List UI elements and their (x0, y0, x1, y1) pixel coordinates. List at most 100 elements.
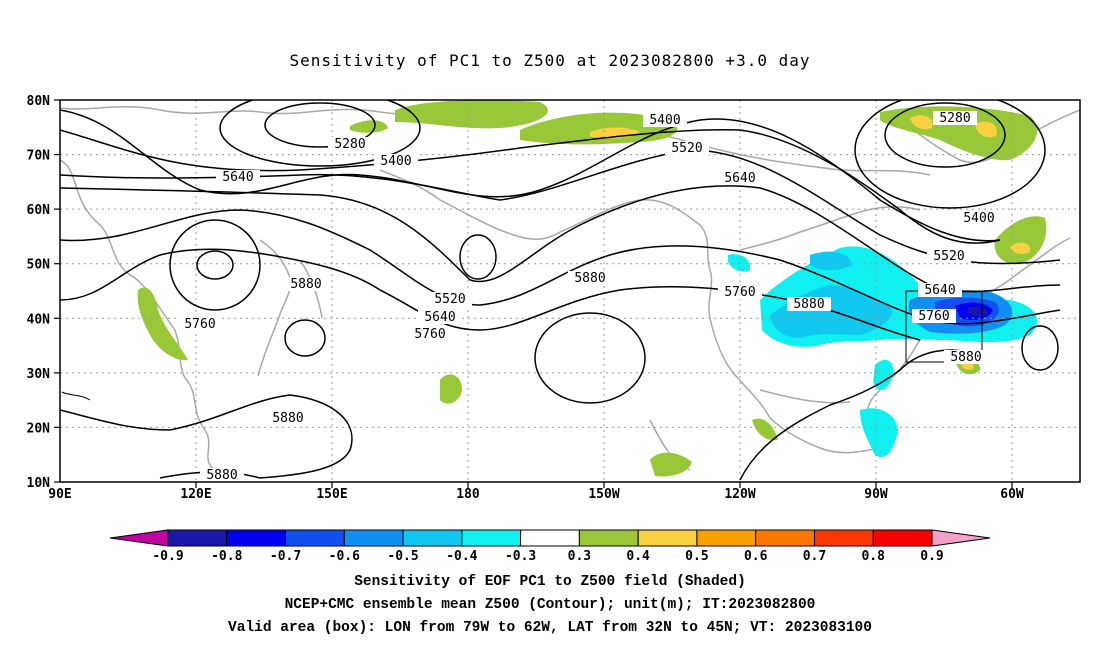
svg-text:5760: 5760 (414, 327, 445, 342)
caption-line-1: Sensitivity of EOF PC1 to Z500 field (Sh… (354, 574, 746, 590)
contour-label: 5640 (918, 283, 962, 298)
positive-area (1010, 242, 1031, 254)
contour-label: 5880 (266, 411, 310, 426)
contour-label: 5280 (328, 137, 372, 152)
positive-area (137, 287, 188, 361)
svg-text:5520: 5520 (434, 292, 465, 307)
positive-area (395, 100, 548, 129)
contour-label: 5880 (200, 468, 244, 483)
gridlines (60, 100, 1080, 482)
contour-label: 5400 (374, 154, 418, 169)
svg-text:5640: 5640 (924, 283, 955, 298)
colorbar-label: 0.5 (685, 549, 708, 564)
colorbar-label: 0.7 (803, 549, 826, 564)
colorbar-box (402, 529, 463, 547)
lon-label: 120E (180, 487, 211, 502)
svg-text:5640: 5640 (222, 170, 253, 185)
colorbar-label: -0.8 (211, 549, 242, 564)
contour-label: 5760 (178, 317, 222, 332)
negative-area (873, 359, 894, 391)
contour-label: 5760 (718, 285, 762, 300)
svg-text:5400: 5400 (963, 211, 994, 226)
contour-label: 5880 (944, 350, 988, 365)
colorbar-label: -0.7 (270, 549, 301, 564)
lat-label: 80N (27, 94, 51, 109)
lon-label: 150E (316, 487, 347, 502)
contour-label: 5520 (428, 292, 472, 307)
lat-label: 30N (27, 367, 51, 382)
contour-label: 5520 (927, 249, 971, 264)
caption-line-2: NCEP+CMC ensemble mean Z500 (Contour); u… (284, 597, 816, 613)
lon-label: 150W (588, 487, 619, 502)
caption-line-3: Valid area (box): LON from 79W to 62W, L… (228, 620, 872, 636)
colorbar-label: -0.4 (446, 549, 477, 564)
plot-frame (59, 99, 1081, 483)
positive-area (910, 115, 933, 130)
colorbar-box (226, 529, 287, 547)
lat-label: 10N (27, 476, 51, 491)
lat-label: 20N (27, 421, 51, 436)
positive-area (752, 418, 778, 441)
svg-text:5520: 5520 (671, 141, 702, 156)
svg-text:5520: 5520 (933, 249, 964, 264)
colorbar-label: -0.3 (505, 549, 536, 564)
positive-area (440, 374, 462, 404)
lat-label: 40N (27, 312, 51, 327)
lat-label: 60N (27, 203, 51, 218)
contour-labels: 5280 5400 5640 5400 5520 5640 5280 5400 … (178, 111, 1001, 483)
svg-text:5280: 5280 (334, 137, 365, 152)
negative-area (810, 251, 852, 271)
negative-area (968, 306, 988, 317)
lat-label: 50N (27, 258, 51, 273)
svg-text:5760: 5760 (918, 309, 949, 324)
contour-label: 5880 (568, 271, 612, 286)
colorbar-box (637, 529, 698, 547)
negative-area (860, 408, 898, 458)
colorbar-box (461, 529, 522, 547)
contour-label: 5880 (284, 277, 328, 292)
lon-label: 60W (1000, 487, 1024, 502)
lon-label: 90E (48, 487, 71, 502)
svg-text:5640: 5640 (424, 310, 455, 325)
contour-label: 5760 (912, 309, 956, 324)
negative-area (728, 254, 751, 272)
colorbar: -0.9 -0.8 -0.7 -0.6 -0.5 -0.4 -0.3 0.3 0.4 0.5 0.6… (109, 529, 991, 564)
colorbar-label: 0.8 (861, 549, 885, 564)
contour-label: 5640 (718, 171, 762, 186)
colorbar-box (167, 529, 228, 547)
positive-area (520, 112, 678, 145)
colorbar-label: 0.9 (920, 549, 943, 564)
positive-area (650, 452, 692, 477)
svg-text:5760: 5760 (724, 285, 755, 300)
colorbar-label: -0.5 (387, 549, 418, 564)
svg-text:5880: 5880 (950, 350, 981, 365)
longitude-labels: 90E 120E 150E 180 150W 120W 90W 60W (48, 487, 1024, 502)
svg-text:5280: 5280 (939, 111, 970, 126)
colorbar-box (285, 529, 345, 547)
contour-label: 5760 (408, 327, 452, 342)
map-title: Sensitivity of PC1 to Z500 at 2023082800… (289, 51, 811, 70)
colorbar-max-arrow (931, 529, 991, 547)
colorbar-box (696, 529, 757, 547)
svg-text:5640: 5640 (724, 171, 755, 186)
colorbar-label: 0.4 (626, 549, 650, 564)
svg-text:5400: 5400 (649, 113, 680, 128)
svg-text:5400: 5400 (380, 154, 411, 169)
colorbar-label: 0.3 (568, 549, 591, 564)
svg-text:5880: 5880 (574, 271, 605, 286)
contour-label: 5640 (216, 170, 260, 185)
svg-text:5880: 5880 (206, 468, 237, 483)
svg-text:5880: 5880 (290, 277, 321, 292)
contour-label: 5520 (665, 141, 709, 156)
positive-area (994, 216, 1047, 265)
contour-label: 5400 (643, 113, 687, 128)
colorbar-box (813, 529, 874, 547)
lon-label: 180 (456, 487, 480, 502)
svg-text:5880: 5880 (793, 297, 824, 312)
lat-label: 70N (27, 149, 51, 164)
colorbar-box (520, 529, 580, 547)
positive-area (350, 120, 388, 133)
colorbar-label: -0.6 (329, 549, 360, 564)
latitude-labels: 80N 70N 60N 50N 40N 30N 20N 10N (27, 94, 51, 491)
positive-area (975, 121, 997, 138)
